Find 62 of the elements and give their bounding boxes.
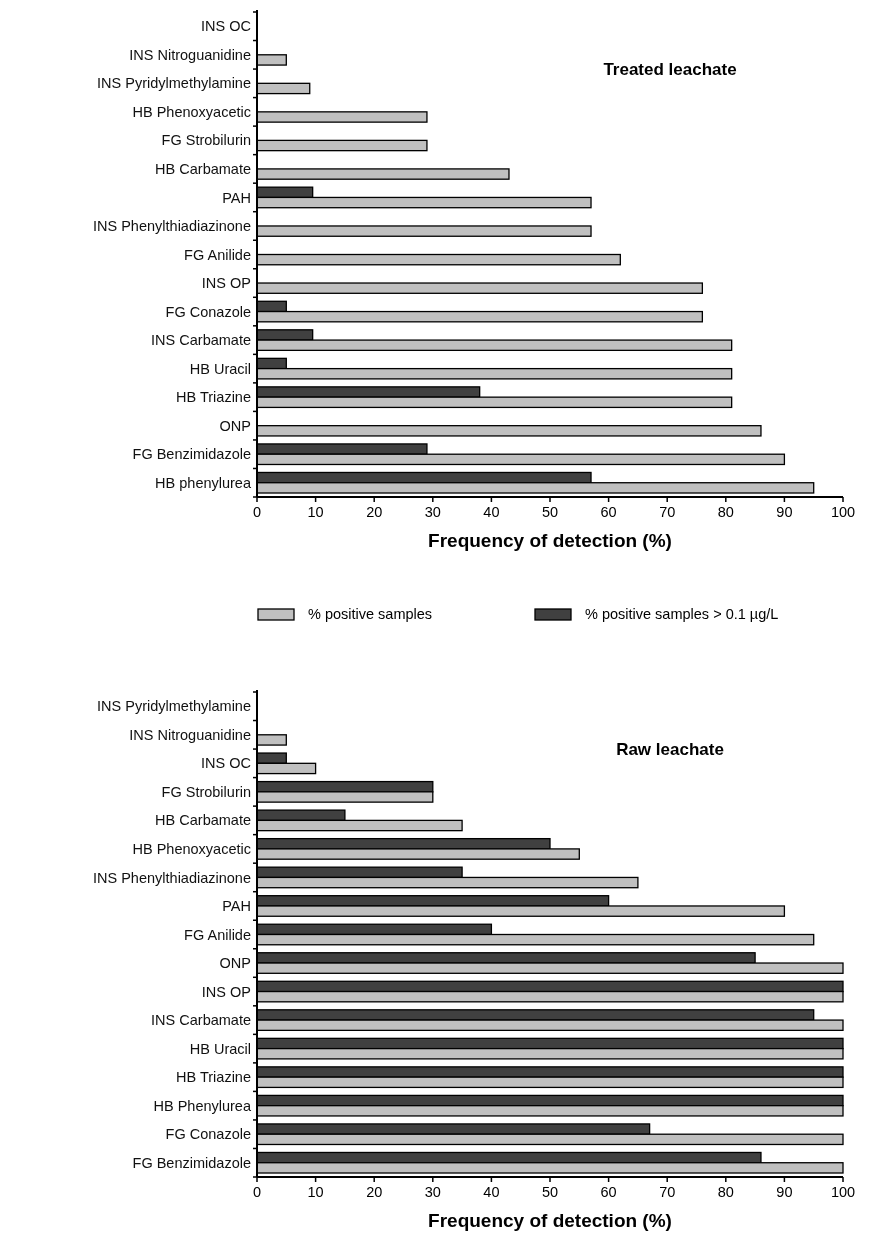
y-tick-label: FG Strobilurin	[161, 132, 251, 149]
x-tick-label: 90	[776, 504, 793, 520]
y-tick-label: INS Phenylthiadiazinone	[93, 869, 251, 886]
y-tick-label: INS Phenylthiadiazinone	[93, 218, 251, 235]
y-tick-label: INS OC	[201, 18, 251, 35]
x-tick-label: 100	[830, 1184, 856, 1200]
y-tick-label: HB Phenoxyacetic	[132, 840, 251, 857]
y-tick-label: FG Strobilurin	[161, 783, 251, 800]
x-tick-label: 70	[659, 1184, 676, 1200]
legend-label: % positive samples	[308, 606, 433, 622]
x-axis-title: Frequency of detection (%)	[428, 530, 672, 551]
y-tick-label: HB Carbamate	[155, 160, 251, 177]
y-tick-label: INS Nitroguanidine	[129, 726, 251, 743]
y-tick-label: INS Pyridylmethylamine	[97, 75, 251, 92]
y-tick-label: HB phenylurea	[155, 474, 252, 491]
y-tick-label: INS OP	[201, 275, 251, 292]
x-tick-label: 10	[307, 1184, 324, 1200]
legend-label: % positive samples > 0.1 µg/L	[585, 606, 779, 622]
x-tick-label: 70	[659, 504, 676, 520]
y-tick-label: INS Carbamate	[151, 1012, 251, 1029]
x-tick-label: 20	[366, 1184, 383, 1200]
x-tick-label: 80	[717, 504, 734, 520]
x-tick-label: 0	[252, 1184, 262, 1200]
y-tick-label: ONP	[219, 417, 251, 434]
x-tick-label: 10	[307, 504, 324, 520]
x-tick-label: 40	[483, 504, 500, 520]
y-tick-label: FG Benzimidazole	[132, 446, 251, 463]
x-axis-title: Frequency of detection (%)	[428, 1210, 672, 1231]
y-tick-label: HB Uracil	[189, 1040, 251, 1057]
x-tick-label: 60	[600, 504, 617, 520]
y-tick-label: PAH	[222, 898, 251, 915]
text: Treated leachate	[603, 60, 737, 79]
y-tick-label: INS Pyridylmethylamine	[97, 698, 251, 715]
x-tick-label: 50	[541, 504, 559, 520]
y-tick-label: FG Benzimidazole	[132, 1154, 251, 1171]
x-tick-label: 30	[424, 504, 441, 520]
x-tick-label: 80	[717, 1184, 734, 1200]
y-tick-label: INS OP	[201, 983, 251, 1000]
x-tick-label: 0	[252, 504, 262, 520]
y-tick-label: HB Uracil	[189, 360, 251, 377]
y-tick-label: HB Phenylurea	[153, 1097, 252, 1114]
x-tick-label: 100	[830, 504, 856, 520]
x-tick-label: 50	[541, 1184, 559, 1200]
x-tick-label: 20	[366, 504, 383, 520]
y-tick-label: FG Conazole	[165, 303, 251, 320]
y-tick-label: INS OC	[201, 755, 251, 772]
y-tick-label: INS Nitroguanidine	[129, 46, 251, 63]
x-tick-label: 30	[424, 1184, 441, 1200]
text: Raw leachate	[616, 740, 724, 759]
y-tick-label: FG Conazole	[165, 1126, 251, 1143]
y-tick-label: HB Phenoxyacetic	[132, 103, 251, 120]
x-tick-label: 60	[600, 1184, 617, 1200]
y-tick-label: HB Triazine	[176, 1069, 251, 1086]
y-tick-label: FG Anilide	[184, 926, 251, 943]
x-tick-label: 40	[483, 1184, 500, 1200]
y-tick-label: FG Anilide	[184, 246, 251, 263]
x-tick-label: 90	[776, 1184, 793, 1200]
y-tick-label: INS Carbamate	[151, 332, 251, 349]
y-tick-label: HB Triazine	[176, 389, 251, 406]
y-tick-label: HB Carbamate	[155, 812, 251, 829]
y-tick-label: PAH	[222, 189, 251, 206]
y-tick-label: ONP	[219, 955, 251, 972]
